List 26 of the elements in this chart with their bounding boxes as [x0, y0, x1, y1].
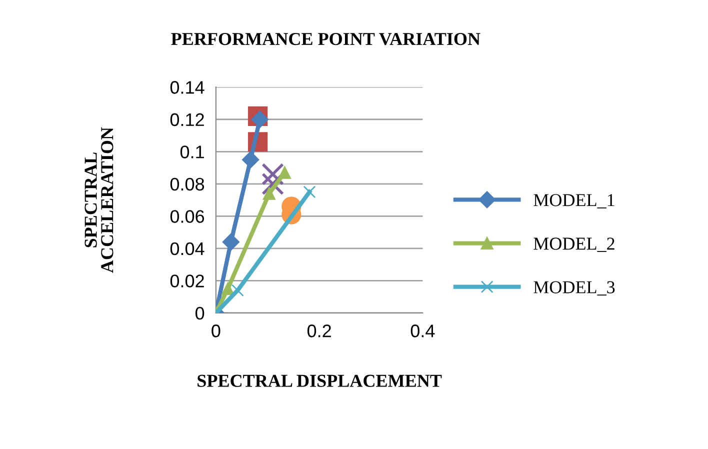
- y-tick-label: 0.08: [170, 178, 204, 191]
- point: [278, 166, 291, 179]
- y-tick-label: 0.1: [180, 146, 204, 158]
- point: [231, 284, 244, 297]
- chart-title: PERFORMANCE POINT VARIATION: [171, 32, 480, 46]
- x-tick-label: 0.4: [410, 324, 435, 338]
- point: [242, 151, 260, 168]
- y-tick-label: 0.06: [170, 210, 204, 223]
- point: [262, 163, 284, 186]
- y-axis-title: SPECTRAL ACCELERATION: [84, 127, 114, 273]
- point: [222, 282, 234, 296]
- point: [222, 233, 240, 251]
- legend-label: MODEL_3: [534, 281, 615, 296]
- x-tick-label: 0: [212, 324, 220, 338]
- y-tick-label: 0.14: [170, 81, 204, 94]
- point: [251, 110, 268, 128]
- y-tick-label: 0.04: [170, 242, 204, 256]
- x-tick-label: 0.2: [307, 324, 331, 338]
- x-axis-title: SPECTRAL DISPLACEMENT: [198, 374, 442, 387]
- y-tick-label: 0.02: [170, 274, 204, 288]
- legend-label: MODEL_1: [534, 194, 614, 208]
- point: [303, 186, 316, 198]
- y-tick-label: 0.12: [170, 113, 204, 126]
- legend-label: MODEL_2: [534, 238, 614, 252]
- y-tick-label: 0: [195, 306, 204, 320]
- point: [262, 187, 276, 200]
